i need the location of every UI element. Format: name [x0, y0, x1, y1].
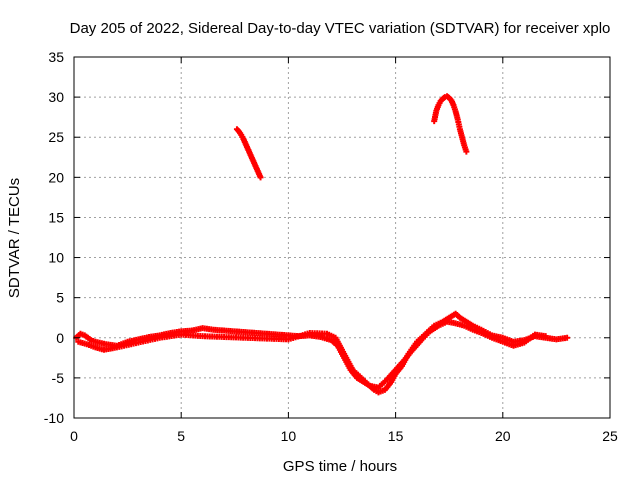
- y-tick-labels: -10 -5 0 5 10 15 20 25 30 35: [44, 49, 64, 426]
- y-tick-label: -10: [44, 410, 64, 426]
- y-tick-label: -5: [52, 370, 65, 386]
- data-point: [463, 148, 470, 155]
- grid-lines: [74, 57, 610, 418]
- data-points: [73, 93, 571, 396]
- data-point: [542, 333, 549, 340]
- axis-ticks: [73, 56, 611, 419]
- chart-title: Day 205 of 2022, Sidereal Day-to-day VTE…: [70, 20, 611, 37]
- x-tick-label: 10: [281, 428, 297, 444]
- y-tick-label: 0: [56, 330, 64, 346]
- x-tick-labels: 0 5 10 15 20 25: [70, 428, 618, 444]
- y-tick-label: 5: [56, 290, 64, 306]
- x-tick-label: 15: [388, 428, 404, 444]
- x-tick-label: 0: [70, 428, 78, 444]
- y-tick-label: 30: [48, 89, 64, 105]
- y-tick-label: 15: [48, 209, 64, 225]
- plot-border: [73, 56, 611, 419]
- y-tick-label: 25: [48, 129, 64, 145]
- data-series: [75, 318, 549, 391]
- data-series: [431, 93, 470, 155]
- y-tick-label: 20: [48, 169, 64, 185]
- x-tick-label: 5: [177, 428, 185, 444]
- x-tick-label: 25: [602, 428, 618, 444]
- x-tick-label: 20: [495, 428, 511, 444]
- data-point: [257, 174, 264, 181]
- y-tick-label: 10: [48, 250, 64, 266]
- x-axis-label: GPS time / hours: [283, 458, 397, 475]
- data-series: [233, 126, 264, 181]
- y-axis-label: SDTVAR / TECUs: [6, 178, 23, 298]
- data-point: [564, 334, 571, 341]
- y-tick-label: 35: [48, 49, 64, 65]
